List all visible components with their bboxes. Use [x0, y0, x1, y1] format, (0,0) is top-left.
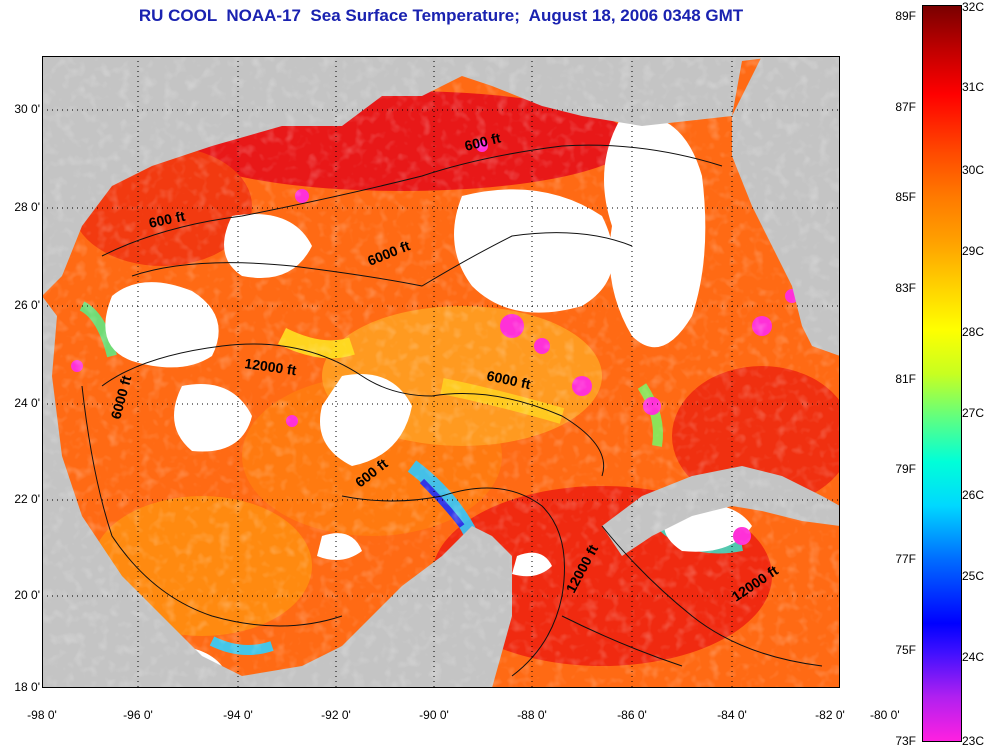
colorbar-label-c: 27C [962, 406, 985, 420]
temperature-colorbar [922, 5, 962, 742]
contour-label-600ft-west: 600 ft [147, 208, 186, 231]
colorbar-label-f: 79F [895, 462, 916, 476]
colorbar-label-f: 83F [895, 281, 916, 295]
colorbar-label-c: 26C [962, 488, 985, 502]
colorbar-label-c: 31C [962, 80, 985, 94]
colorbar-label-f: 81F [895, 372, 916, 386]
lon-label: -94 0' [223, 708, 253, 722]
colorbar-label-f: 87F [895, 100, 916, 114]
colorbar-label-f: 85F [895, 190, 916, 204]
lon-label: -96 0' [123, 708, 153, 722]
map-svg: 600 ft 600 ft 6000 ft 12000 ft 6000 ft 6… [42, 56, 840, 688]
colorbar-label-c: 28C [962, 325, 985, 339]
lon-label: -82 0' [815, 708, 845, 722]
contour-label-12000ft-west: 12000 ft [244, 355, 298, 378]
lat-label: 20 0' [14, 588, 40, 602]
sst-map: 600 ft 600 ft 6000 ft 12000 ft 6000 ft 6… [42, 56, 840, 688]
lon-label: -98 0' [27, 708, 57, 722]
lon-label: -80 0' [870, 708, 900, 722]
lon-label: -84 0' [717, 708, 747, 722]
lon-label: -88 0' [517, 708, 547, 722]
colorbar-label-c: 29C [962, 244, 985, 258]
lon-label: -92 0' [321, 708, 351, 722]
map-title: RU COOL NOAA-17 Sea Surface Temperature;… [138, 6, 744, 25]
lat-label: 28 0' [14, 200, 40, 214]
lat-label: 30 0' [14, 102, 40, 116]
colorbar-label-f: 73F [895, 734, 916, 748]
lon-label: -86 0' [617, 708, 647, 722]
lat-label: 18 0' [14, 680, 40, 694]
colorbar-label-f: 89F [895, 9, 916, 23]
colorbar-label-c: 23C [962, 734, 985, 748]
lat-label: 24 0' [14, 396, 40, 410]
bathymetry-contours [81, 144, 823, 677]
colorbar-label-c: 25C [962, 569, 985, 583]
lon-label: -90 0' [419, 708, 449, 722]
lat-label: 22 0' [14, 492, 40, 506]
colorbar-label-f: 75F [895, 643, 916, 657]
lat-label: 26 0' [14, 298, 40, 312]
lat-lon-grid [42, 56, 840, 688]
colorbar-label-f: 77F [895, 552, 916, 566]
colorbar-label-c: 30C [962, 163, 985, 177]
colorbar-label-c: 32C [962, 0, 985, 14]
texture-overlay [42, 56, 840, 688]
colorbar-label-c: 24C [962, 650, 985, 664]
